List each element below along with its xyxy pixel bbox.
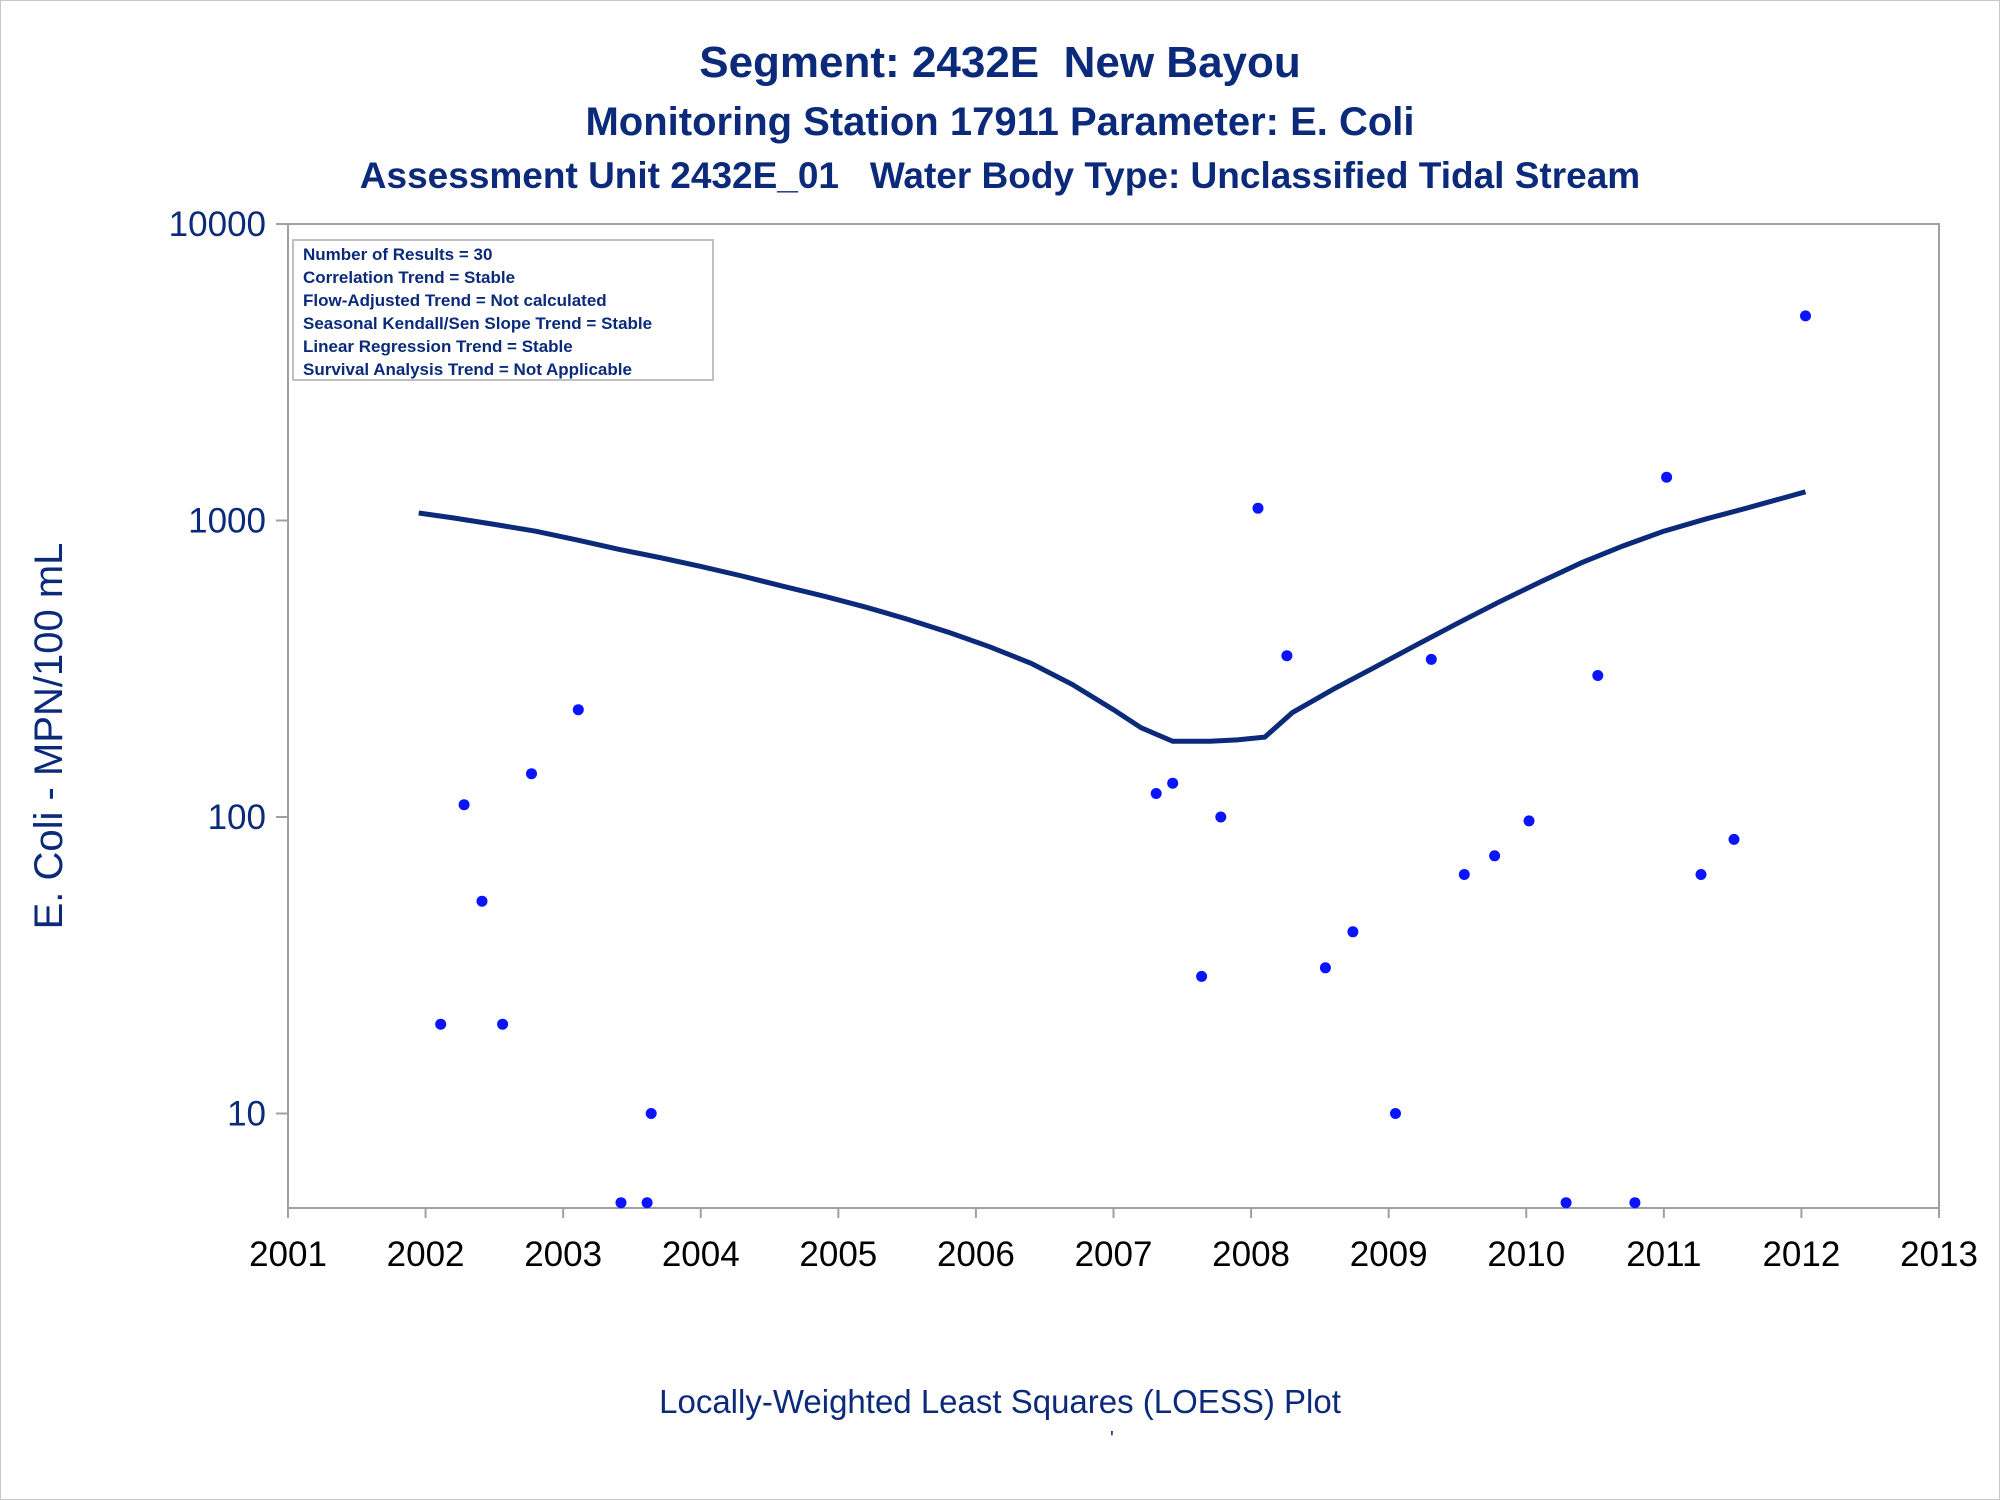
data-point <box>1695 869 1707 880</box>
y-axis-label: E. Coli - MPN/100 mL <box>27 543 71 930</box>
data-point <box>1252 502 1264 514</box>
y-tick-label: 10 <box>227 1094 266 1133</box>
data-point <box>641 1197 653 1209</box>
x-tick-label: 2012 <box>1762 1235 1840 1274</box>
data-point <box>526 768 537 780</box>
x-tick-label: 2005 <box>799 1235 877 1274</box>
data-point <box>435 1018 447 1030</box>
data-point <box>1150 788 1162 799</box>
x-axis: 2001 2002 2003 2004 2005 2006 2007 2008 2009 2010… <box>249 1208 1978 1274</box>
chart-subtitle: Monitoring Station 17911 Parameter: E. C… <box>585 100 1415 144</box>
x-tick-label: 2002 <box>387 1235 465 1274</box>
data-point <box>1425 653 1437 665</box>
data-point <box>1560 1197 1572 1209</box>
data-point <box>645 1108 657 1119</box>
chart-title: Segment: 2432E New Bayou <box>699 38 1301 87</box>
x-tick-label: 2009 <box>1350 1235 1428 1274</box>
stats-line: Seasonal Kendall/Sen Slope Trend = Stabl… <box>303 314 652 333</box>
y-tick-label: 1000 <box>188 501 266 540</box>
data-point <box>1458 869 1470 880</box>
data-point <box>458 799 470 811</box>
data-point <box>1592 670 1604 681</box>
x-tick-label: 2011 <box>1626 1235 1701 1274</box>
y-tick-label: 100 <box>208 798 266 837</box>
stats-line: Number of Results = 30 <box>303 245 492 264</box>
x-tick-label: 2008 <box>1212 1235 1290 1274</box>
data-points <box>413 255 1811 1209</box>
data-point <box>1800 310 1811 322</box>
data-point <box>572 704 584 716</box>
x-tick-label: 2010 <box>1487 1235 1565 1274</box>
stray-mark: ' <box>1110 1428 1114 1450</box>
data-point <box>1489 850 1501 862</box>
stats-box-border <box>292 239 714 381</box>
stats-box: Number of Results = 30 Correlation Trend … <box>292 239 714 381</box>
data-point <box>1390 1108 1401 1119</box>
data-point <box>1196 970 1208 982</box>
data-point <box>476 895 488 907</box>
data-point <box>615 1197 627 1209</box>
stats-line: Correlation Trend = Stable <box>303 268 515 287</box>
chart-subtitle-2: Assessment Unit 2432E_01 Water Body Type… <box>359 155 1641 196</box>
data-point <box>1215 811 1227 823</box>
x-tick-label: 2001 <box>249 1235 327 1274</box>
data-point <box>1319 962 1331 974</box>
x-tick-label: 2004 <box>662 1235 740 1274</box>
y-tick-label: 10000 <box>169 205 266 244</box>
data-point <box>497 1018 509 1030</box>
x-tick-label: 2007 <box>1075 1235 1153 1274</box>
x-tick-label: 2006 <box>937 1235 1015 1274</box>
stats-line: Flow-Adjusted Trend = Not calculated <box>303 291 607 310</box>
y-axis: 10 100 1000 10000 <box>169 205 288 1133</box>
data-point <box>1167 777 1179 789</box>
data-point <box>1281 650 1293 662</box>
data-point <box>1347 926 1359 938</box>
stats-line: Survival Analysis Trend = Not Applicable <box>303 360 632 379</box>
x-tick-label: 2003 <box>524 1235 602 1274</box>
loess-line <box>418 489 1807 744</box>
stats-line: Linear Regression Trend = Stable <box>303 337 573 356</box>
plot-footnote: Locally-Weighted Least Squares (LOESS) P… <box>659 1383 1341 1420</box>
data-point <box>1728 833 1740 845</box>
data-point <box>1523 815 1535 827</box>
data-point <box>1661 471 1673 483</box>
data-point <box>1629 1197 1641 1209</box>
x-tick-label: 2013 <box>1900 1235 1978 1274</box>
